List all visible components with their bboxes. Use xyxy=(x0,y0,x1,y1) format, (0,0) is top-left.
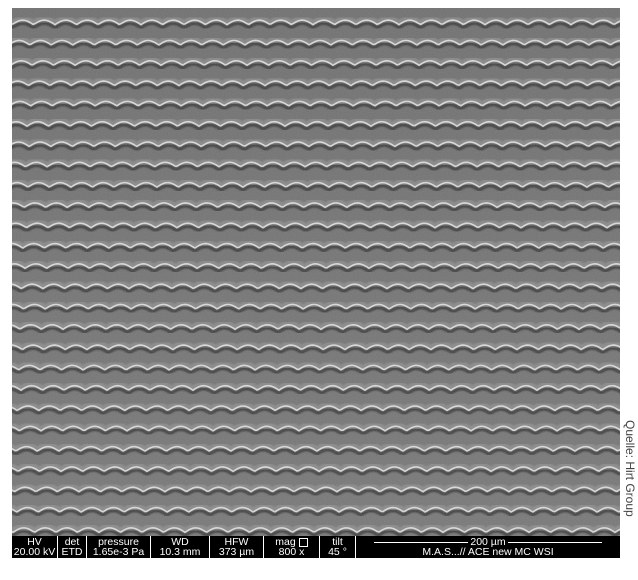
info-cell-wd: WD 10.3 mm xyxy=(151,536,210,558)
surface-grain xyxy=(12,8,620,536)
info-value-mag: 800 x xyxy=(278,546,305,558)
sem-info-bar: HV 20.00 kV det ETD pressure 1.65e-3 Pa … xyxy=(12,536,620,558)
info-cell-pressure: pressure 1.65e-3 Pa xyxy=(87,536,151,558)
info-value-pressure: 1.65e-3 Pa xyxy=(92,546,145,558)
info-value-hv: 20.00 kV xyxy=(13,546,56,558)
info-value-hfw: 373 µm xyxy=(218,546,255,558)
info-header-hv: HV xyxy=(27,536,42,548)
info-value-det: ETD xyxy=(61,546,83,558)
info-header-hfw: HFW xyxy=(224,536,249,548)
info-header-pressure: pressure xyxy=(98,536,139,548)
sem-micrograph-frame: HV 20.00 kV det ETD pressure 1.65e-3 Pa … xyxy=(12,8,620,558)
scale-bar: 200 µm xyxy=(356,536,620,548)
info-cell-hv: HV 20.00 kV xyxy=(12,536,58,558)
info-cell-mag: mag 800 x xyxy=(264,536,320,558)
info-value-wd: 10.3 mm xyxy=(159,546,201,558)
info-cell-det: det ETD xyxy=(58,536,87,558)
info-header-wd: WD xyxy=(171,536,189,548)
image-credit-text: Quelle: Hirt Group xyxy=(623,420,637,517)
scale-bar-label: 200 µm xyxy=(468,536,508,548)
info-header-mag: mag xyxy=(264,537,319,547)
info-cell-hfw: HFW 373 µm xyxy=(210,536,264,558)
info-header-tilt: tilt xyxy=(332,536,343,548)
operator-label: M.A.S...// ACE new MC WSI xyxy=(422,546,554,558)
info-value-tilt: 45 ° xyxy=(328,546,347,558)
info-header-mag-text: mag xyxy=(275,536,296,548)
sem-micrograph xyxy=(12,8,620,536)
info-header-det: det xyxy=(64,536,80,548)
info-cell-scale: 200 µm M.A.S...// ACE new MC WSI xyxy=(356,536,620,558)
mag-box-icon xyxy=(298,537,308,547)
info-cell-tilt: tilt 45 ° xyxy=(320,536,356,558)
image-credit: Quelle: Hirt Group xyxy=(622,420,638,580)
